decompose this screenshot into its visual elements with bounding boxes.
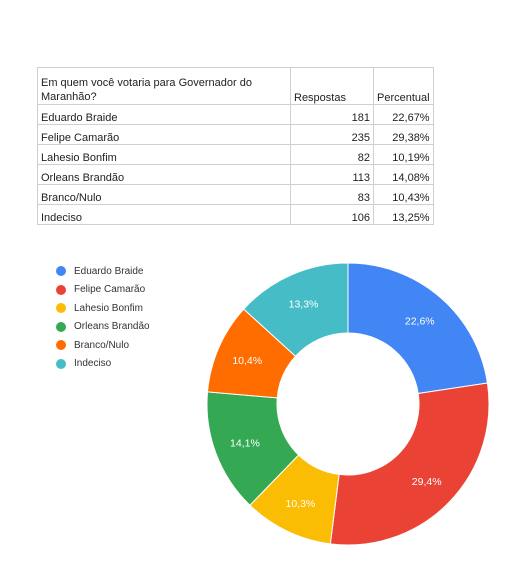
legend-item: Orleans Brandão [56,318,150,337]
legend-swatch [56,266,66,277]
slice-label: 10,3% [285,498,315,510]
slice-label: 13,3% [289,298,319,310]
chart-legend: Eduardo Braide Felipe Camarão Lahesio Bo… [56,262,150,373]
row-responses: 83 [290,184,374,205]
row-percent: 22,67% [373,104,434,125]
legend-item: Lahesio Bonfim [56,299,150,318]
legend-swatch [56,358,66,369]
header-percent: Percentual [373,67,434,105]
table-row: Eduardo Braide 181 22,67% [37,104,434,125]
row-name: Felipe Camarão [37,124,291,145]
row-percent: 10,19% [373,144,434,165]
legend-swatch [56,284,66,295]
slice-label: 29,4% [412,476,442,488]
donut-slice [243,262,349,357]
legend-label: Indeciso [74,358,112,370]
table-row: Orleans Brandão 113 14,08% [37,164,434,185]
legend-label: Orleans Brandão [74,321,150,333]
row-name: Eduardo Braide [37,104,291,125]
row-percent: 14,08% [373,164,434,185]
row-percent: 29,38% [373,124,434,145]
legend-label: Eduardo Braide [74,265,144,277]
donut-chart: 22,6% 29,4% 10,3% 14,1% 10,4% 13,3% [206,262,490,546]
legend-swatch [56,303,66,314]
row-name: Orleans Brandão [37,164,291,185]
header-question: Em quem você votaria para Governador do … [37,67,291,105]
header-responses: Respostas [290,67,374,105]
legend-item: Branco/Nulo [56,336,150,355]
row-responses: 106 [290,204,374,225]
legend-swatch [56,340,66,351]
row-responses: 235 [290,124,374,145]
legend-item: Felipe Camarão [56,281,150,300]
row-name: Branco/Nulo [37,184,291,205]
results-table: Em quem você votaria para Governador do … [37,67,434,225]
table-row: Indeciso 106 13,25% [37,204,434,225]
row-name: Lahesio Bonfim [37,144,291,165]
legend-item: Eduardo Braide [56,262,150,281]
legend-label: Felipe Camarão [74,284,146,296]
table-header-row: Em quem você votaria para Governador do … [37,67,434,105]
table-row: Lahesio Bonfim 82 10,19% [37,144,434,165]
donut-slice [329,382,490,546]
row-responses: 181 [290,104,374,125]
table-row: Branco/Nulo 83 10,43% [37,184,434,205]
row-responses: 82 [290,144,374,165]
legend-label: Lahesio Bonfim [74,302,143,314]
row-percent: 10,43% [373,184,434,205]
row-responses: 113 [290,164,374,185]
row-name: Indeciso [37,204,291,225]
row-percent: 13,25% [373,204,434,225]
donut-slice [347,262,489,395]
legend-swatch [56,321,66,332]
legend-label: Branco/Nulo [74,339,130,351]
slice-label: 14,1% [230,437,260,449]
slice-label: 10,4% [232,355,262,367]
legend-item: Indeciso [56,355,150,374]
slice-label: 22,6% [405,316,435,328]
table-row: Felipe Camarão 235 29,38% [37,124,434,145]
